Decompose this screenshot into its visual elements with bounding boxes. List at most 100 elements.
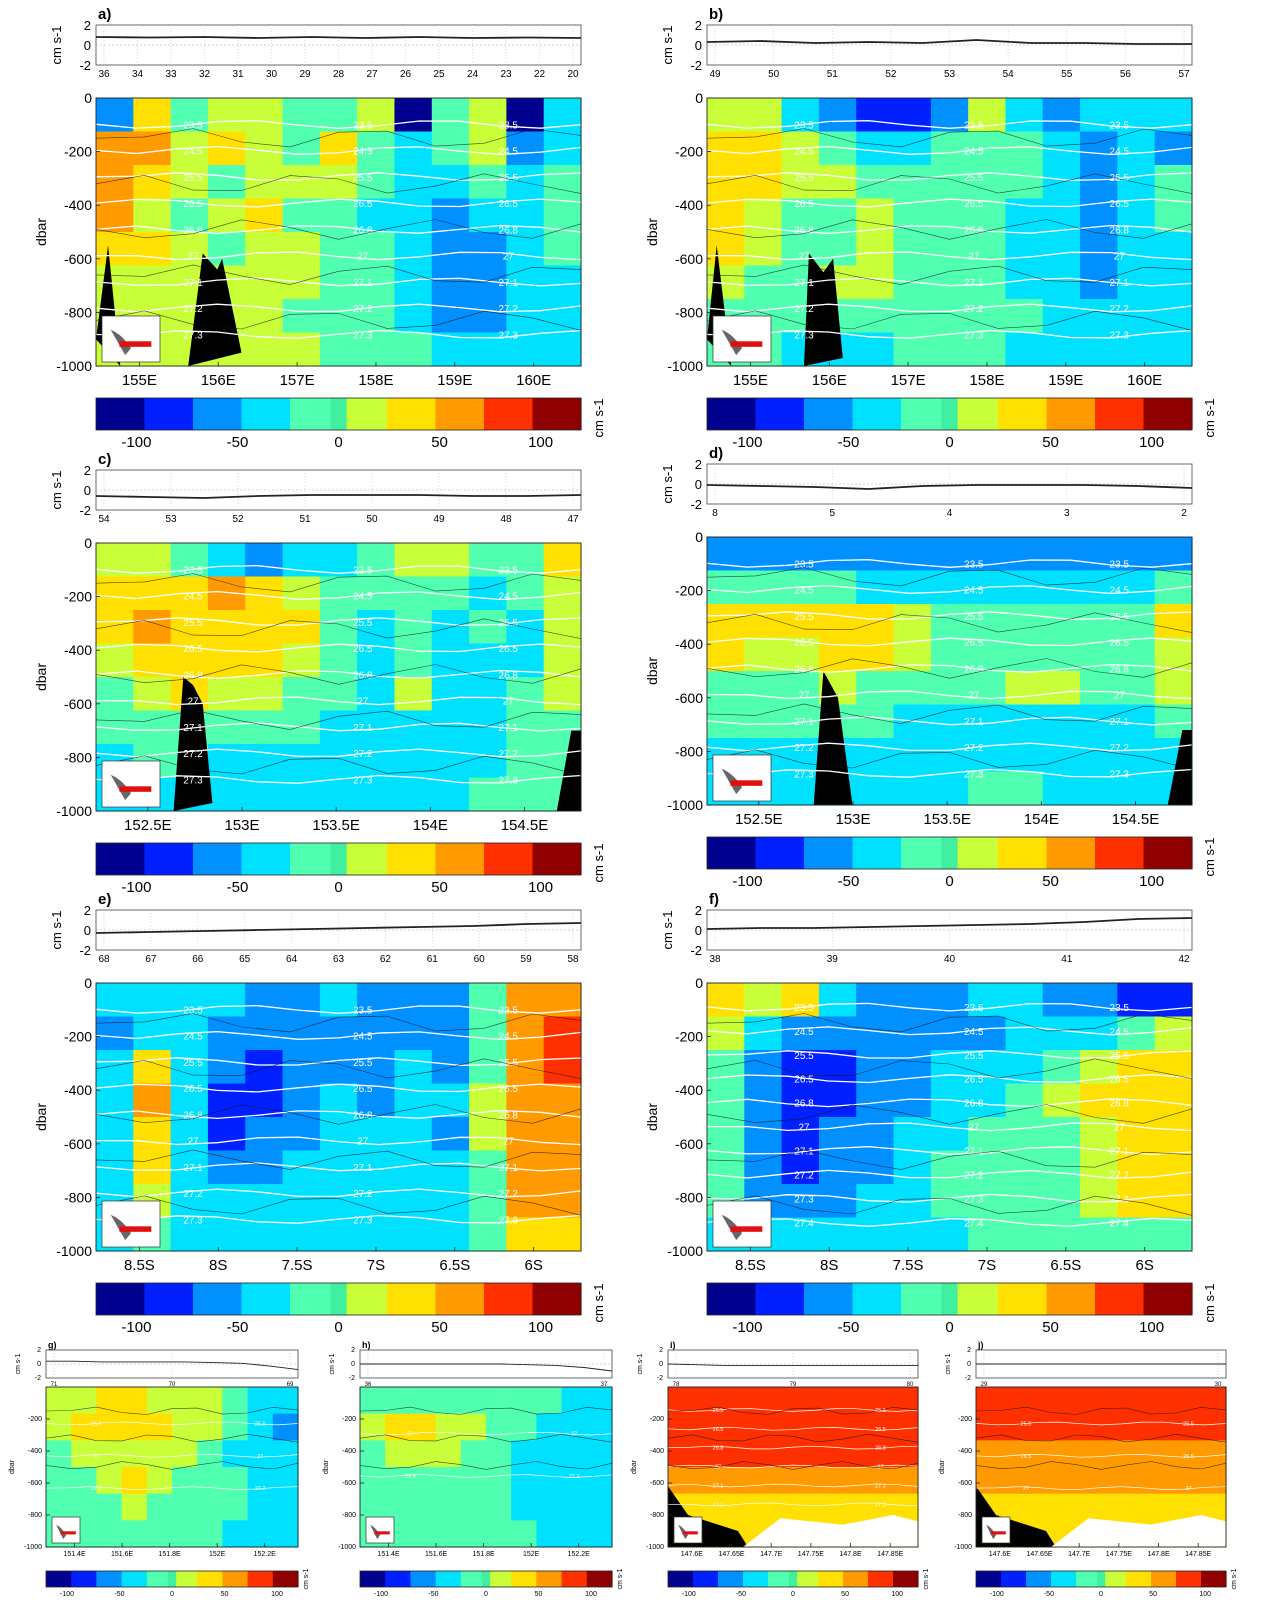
station-label: 52 (885, 69, 897, 80)
colorbar-tick: 100 (528, 1319, 553, 1336)
colorbar-segment (1135, 1283, 1145, 1315)
colorbar-segment (684, 1571, 690, 1587)
colorbar-segment (1121, 1571, 1127, 1587)
colorbar-segment (160, 843, 170, 875)
isopycnal-label: 27.3 (1110, 330, 1130, 341)
isopycnal-label: 25.5 (1110, 1051, 1130, 1062)
field-cell (930, 1050, 969, 1085)
field-cell (133, 1016, 172, 1051)
colorbar-segment (193, 843, 202, 875)
colorbar-segment (112, 1283, 121, 1315)
colorbar-segment (812, 1283, 821, 1315)
field-cell (247, 1440, 274, 1468)
field-cell (1005, 1083, 1044, 1118)
colorbar-segment (370, 843, 380, 875)
colorbar-segment (844, 837, 854, 869)
field-cell (893, 1440, 919, 1468)
station-label: 31 (232, 69, 244, 80)
station-label: 54 (1003, 69, 1015, 80)
colorbar-segment (1209, 1571, 1215, 1587)
ytick-label: -400 (675, 1082, 703, 1098)
colorbar-segment (159, 1571, 165, 1587)
field-cell (172, 1520, 198, 1548)
field-cell (282, 131, 321, 166)
field-cell (856, 704, 895, 739)
isopycnal-line (95, 1162, 582, 1172)
colorbar-segment (755, 1571, 761, 1587)
colorbar-segment (730, 1571, 736, 1587)
isopycnal-label: 23.5 (1110, 1003, 1130, 1014)
colorbar-segment (723, 398, 732, 430)
colorbar-segment (747, 837, 757, 869)
colorbar-segment (273, 843, 283, 875)
transport-line (95, 494, 582, 499)
field-cell (394, 232, 433, 267)
ts-ytick: 0 (695, 38, 702, 53)
field-cell (172, 1387, 198, 1415)
field-cell (357, 1217, 396, 1252)
station-label: 37 (601, 1382, 608, 1388)
field-cell (121, 1520, 148, 1548)
field-cell (668, 1387, 694, 1415)
isopycnal-label: 25.5 (353, 1058, 373, 1069)
colorbar-segment (451, 398, 461, 430)
colorbar-segment (128, 843, 138, 875)
xtick-label: 147.8E (1147, 1551, 1170, 1558)
colorbar-segment (184, 1283, 194, 1315)
colorbar-segment (298, 843, 307, 875)
field-cell (536, 1440, 563, 1468)
station-label: 29 (981, 1382, 988, 1388)
colorbar-segment (1095, 1283, 1104, 1315)
colorbar-segment (1143, 1283, 1153, 1315)
contour-line (359, 1406, 613, 1415)
field-cell (435, 1493, 462, 1521)
isopycnal-label: 23.5 (794, 1003, 814, 1014)
colorbar-segment (989, 1283, 999, 1315)
colorbar-tick: 50 (1042, 434, 1059, 451)
field-cell (394, 98, 433, 133)
panel-letter: e) (98, 891, 111, 908)
colorbar-segment (949, 398, 959, 430)
colorbar-segment (1067, 1571, 1073, 1587)
colorbar-segment (376, 1571, 382, 1587)
isopycnal-label: 27.1 (713, 1483, 724, 1489)
station-label: 71 (51, 1382, 58, 1388)
inset-section-line (990, 1531, 1006, 1535)
field-cell (506, 576, 545, 611)
isopycnal-label: 26.5 (499, 644, 519, 655)
field-cell (207, 710, 246, 745)
field-cell (222, 1440, 249, 1468)
colorbar-tick: 100 (1139, 1319, 1164, 1336)
colorbar-segment (443, 1283, 453, 1315)
field-cell (146, 1440, 173, 1468)
colorbar-segment (1167, 837, 1177, 869)
isopycnal-label: 26.8 (1110, 225, 1130, 236)
colorbar-segment (787, 1283, 797, 1315)
colorbar-segment (731, 1283, 740, 1315)
colorbar-segment (564, 1283, 574, 1315)
colorbar-segment (395, 1283, 404, 1315)
field-cell (843, 1440, 869, 1468)
contour-line (95, 1195, 582, 1216)
isopycnal-line (95, 696, 582, 706)
colorbar-segment (570, 1571, 575, 1587)
field-cell (856, 537, 895, 572)
field-cell (768, 1413, 794, 1441)
colorbar-segment (281, 843, 291, 875)
ytick-label: -800 (342, 1512, 356, 1519)
colorbar-segment (362, 1283, 372, 1315)
xtick-label: 158E (358, 372, 393, 389)
field-cell (357, 1184, 396, 1219)
field-cell (1026, 1440, 1052, 1468)
xtick-label: 147.85E (1185, 1551, 1211, 1558)
colorbar-segment (152, 843, 162, 875)
y-axis-label: dbar (939, 1459, 946, 1474)
field-cell (431, 710, 470, 745)
field-cell (394, 165, 433, 200)
ts-ytick: 0 (695, 923, 702, 938)
isopycnal-label: 27 (1114, 252, 1126, 263)
y-axis-label: dbar (33, 218, 49, 246)
colorbar-segment (427, 1571, 432, 1587)
field-cell (856, 1117, 895, 1152)
field-cell (668, 1413, 694, 1441)
